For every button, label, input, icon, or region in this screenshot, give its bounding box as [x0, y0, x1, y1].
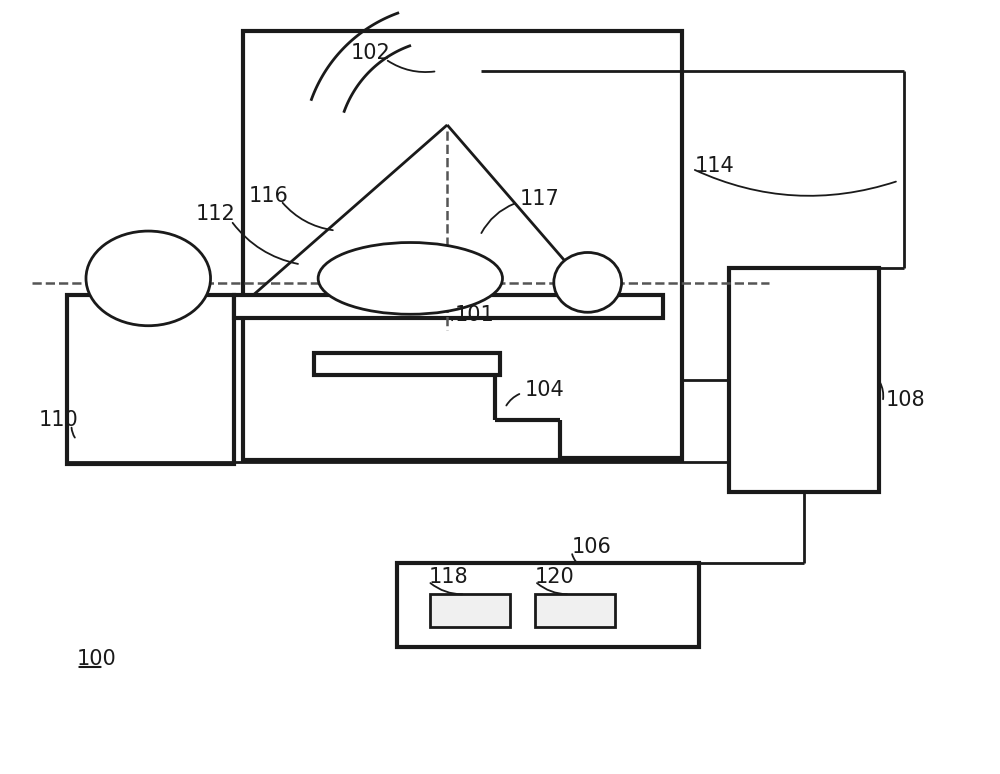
- Text: 117: 117: [520, 189, 560, 209]
- Bar: [430, 594, 510, 627]
- Bar: [67, 296, 234, 464]
- Text: 110: 110: [39, 410, 78, 430]
- Ellipse shape: [318, 242, 502, 314]
- Text: 114: 114: [694, 156, 734, 176]
- Text: 100: 100: [77, 649, 116, 669]
- Bar: [729, 269, 879, 491]
- Bar: [234, 296, 663, 318]
- Text: 112: 112: [196, 204, 236, 224]
- Bar: [314, 353, 500, 375]
- Text: 120: 120: [535, 567, 575, 587]
- Text: 104: 104: [525, 380, 565, 400]
- Bar: [413, 71, 481, 125]
- Circle shape: [441, 94, 453, 106]
- Text: 108: 108: [886, 390, 925, 410]
- Text: 116: 116: [249, 186, 289, 206]
- Text: 101: 101: [455, 305, 495, 325]
- Bar: [397, 563, 699, 647]
- Bar: [535, 594, 615, 627]
- Ellipse shape: [86, 231, 211, 326]
- Text: 102: 102: [351, 43, 390, 63]
- Bar: [243, 31, 682, 460]
- Text: 106: 106: [572, 537, 612, 557]
- Text: 118: 118: [428, 567, 468, 587]
- Ellipse shape: [554, 252, 622, 312]
